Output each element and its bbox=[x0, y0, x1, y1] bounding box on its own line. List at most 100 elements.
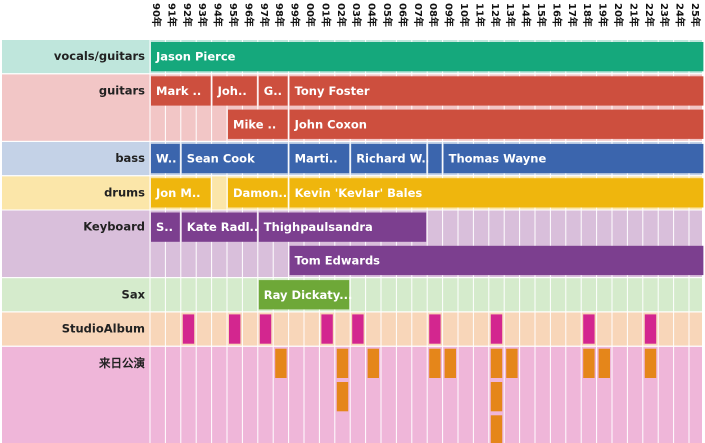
year-tick-label: 09年 bbox=[443, 3, 456, 27]
member-bar-label: Mike .. bbox=[233, 117, 276, 131]
album-mark-2001 bbox=[321, 314, 333, 344]
row-label: StudioAlbum bbox=[62, 322, 145, 336]
year-tick-label: 00年 bbox=[304, 3, 317, 27]
live-mark-2012 bbox=[490, 348, 503, 378]
year-tick-label: 13年 bbox=[504, 3, 517, 27]
album-mark-1997 bbox=[259, 314, 272, 344]
year-tick-label: 02年 bbox=[335, 3, 348, 27]
row-label: bass bbox=[115, 151, 145, 165]
year-tick-label: 93年 bbox=[196, 3, 209, 27]
live-mark-2008 bbox=[429, 348, 441, 378]
member-bar-g bbox=[258, 76, 288, 106]
album-mark-2008 bbox=[429, 314, 441, 344]
member-bar-joh bbox=[212, 76, 257, 106]
member-bar-label: Tony Foster bbox=[295, 84, 370, 98]
member-bar-label: Tom Edwards bbox=[295, 253, 381, 267]
member-bar-mike bbox=[228, 109, 288, 139]
live-mark-2004 bbox=[367, 348, 379, 378]
member-bar-john-coxon bbox=[289, 109, 704, 139]
year-tick-label: 97年 bbox=[258, 3, 271, 27]
member-bar-label: Ray Dickaty... bbox=[264, 288, 353, 302]
year-tick-label: 08年 bbox=[427, 3, 440, 27]
member-bar-label: Joh.. bbox=[217, 84, 247, 98]
member-bar-kevin-kevlar-bales bbox=[289, 178, 704, 208]
year-tick-label: 14年 bbox=[520, 3, 533, 27]
year-tick-label: 12年 bbox=[489, 3, 502, 27]
member-bar-w bbox=[151, 143, 180, 174]
year-tick-label: 92年 bbox=[181, 3, 194, 27]
year-tick-label: 19年 bbox=[597, 3, 610, 27]
year-tick-label: 17年 bbox=[566, 3, 579, 27]
year-tick-label: 18年 bbox=[581, 3, 594, 27]
album-mark-1992 bbox=[182, 314, 195, 344]
year-tick-label: 16年 bbox=[550, 3, 563, 27]
year-axis: 90年 91年 92年 93年 94年 95年 96年 97年 98年 99年 00年 01年 02年 0… bbox=[150, 3, 705, 27]
member-bar-label: G.. bbox=[264, 84, 282, 98]
year-tick-label: 20年 bbox=[612, 3, 625, 27]
live-mark-2022 bbox=[644, 348, 657, 378]
row-label: drums bbox=[104, 185, 145, 199]
member-bar-label: Jon M.. bbox=[155, 186, 201, 200]
row-label: guitars bbox=[99, 83, 145, 97]
live-mark-1998 bbox=[275, 348, 287, 378]
row-label: 来日公演 bbox=[98, 356, 145, 370]
member-bar-label: Marti.. bbox=[295, 152, 338, 166]
member-bar-label: Damon.. bbox=[233, 186, 287, 200]
year-tick-label: 91年 bbox=[165, 3, 178, 27]
row-label: Keyboard bbox=[83, 220, 145, 234]
year-tick-label: 96年 bbox=[242, 3, 255, 27]
member-bar-tony-foster bbox=[289, 76, 704, 106]
row-bg-sax bbox=[2, 278, 702, 312]
year-tick-label: 99年 bbox=[289, 3, 302, 27]
row-labels: vocals/guitars guitars bass drums Keyboard Sa… bbox=[54, 49, 146, 370]
year-tick-label: 11年 bbox=[473, 3, 486, 27]
row-label: Sax bbox=[122, 287, 146, 301]
member-bar-marti bbox=[289, 143, 350, 174]
member-bar-s bbox=[151, 212, 180, 242]
member-bar-mark bbox=[151, 76, 211, 106]
album-mark-1995 bbox=[229, 314, 241, 344]
year-tick-label: 24年 bbox=[674, 3, 687, 27]
year-tick-label: 15年 bbox=[535, 3, 548, 27]
year-tick-label: 04年 bbox=[366, 3, 379, 27]
year-tick-label: 21年 bbox=[627, 3, 640, 27]
live-mark-2012 bbox=[490, 415, 503, 443]
member-bar-damon bbox=[228, 178, 288, 208]
member-bar-label: Richard W.. bbox=[356, 152, 430, 166]
year-tick-label: 05年 bbox=[381, 3, 394, 27]
year-tick-label: 06年 bbox=[396, 3, 409, 27]
year-gridlines bbox=[2, 40, 705, 443]
member-bar-jon-m bbox=[151, 178, 211, 208]
member-bar-label: Thomas Wayne bbox=[449, 152, 547, 166]
live-mark-2013 bbox=[506, 348, 518, 378]
member-bar-thomas-wayne bbox=[443, 143, 704, 174]
member-bar-label: Kevin 'Kevlar' Bales bbox=[295, 186, 423, 200]
year-tick-label: 03年 bbox=[350, 3, 363, 27]
member-bar-thighpaulsandra bbox=[258, 212, 427, 242]
year-tick-label: 90年 bbox=[150, 3, 163, 27]
album-mark-2003 bbox=[352, 314, 364, 344]
member-bar-kate-radl bbox=[181, 212, 257, 242]
member-bar-label: Kate Radl.. bbox=[187, 220, 258, 234]
member-bar-label: Mark .. bbox=[156, 84, 201, 98]
year-tick-label: 95年 bbox=[227, 3, 240, 27]
live-mark-2018 bbox=[583, 348, 595, 378]
year-tick-label: 22年 bbox=[643, 3, 656, 27]
year-tick-label: 25年 bbox=[689, 3, 702, 27]
live-mark-2009 bbox=[444, 348, 456, 378]
live-mark-2012 bbox=[490, 382, 503, 412]
member-bar-label: W.. bbox=[156, 152, 176, 166]
member-bar-jason-pierce bbox=[151, 42, 704, 72]
album-mark-2018 bbox=[583, 314, 595, 344]
live-mark-2002 bbox=[336, 382, 349, 412]
live-mark-2019 bbox=[598, 348, 610, 378]
member-bar-label: Jason Pierce bbox=[155, 50, 236, 64]
member-bar-ray-dickaty bbox=[258, 280, 350, 310]
member-bars: Jason Pierce Mark .. Joh.. G.. Tony Foster Mi… bbox=[151, 42, 704, 310]
row-label: vocals/guitars bbox=[54, 49, 145, 63]
event-marks bbox=[182, 314, 657, 443]
member-bar-label: S.. bbox=[156, 220, 173, 234]
member-bar bbox=[428, 143, 442, 174]
year-tick-label: 01年 bbox=[319, 3, 332, 27]
